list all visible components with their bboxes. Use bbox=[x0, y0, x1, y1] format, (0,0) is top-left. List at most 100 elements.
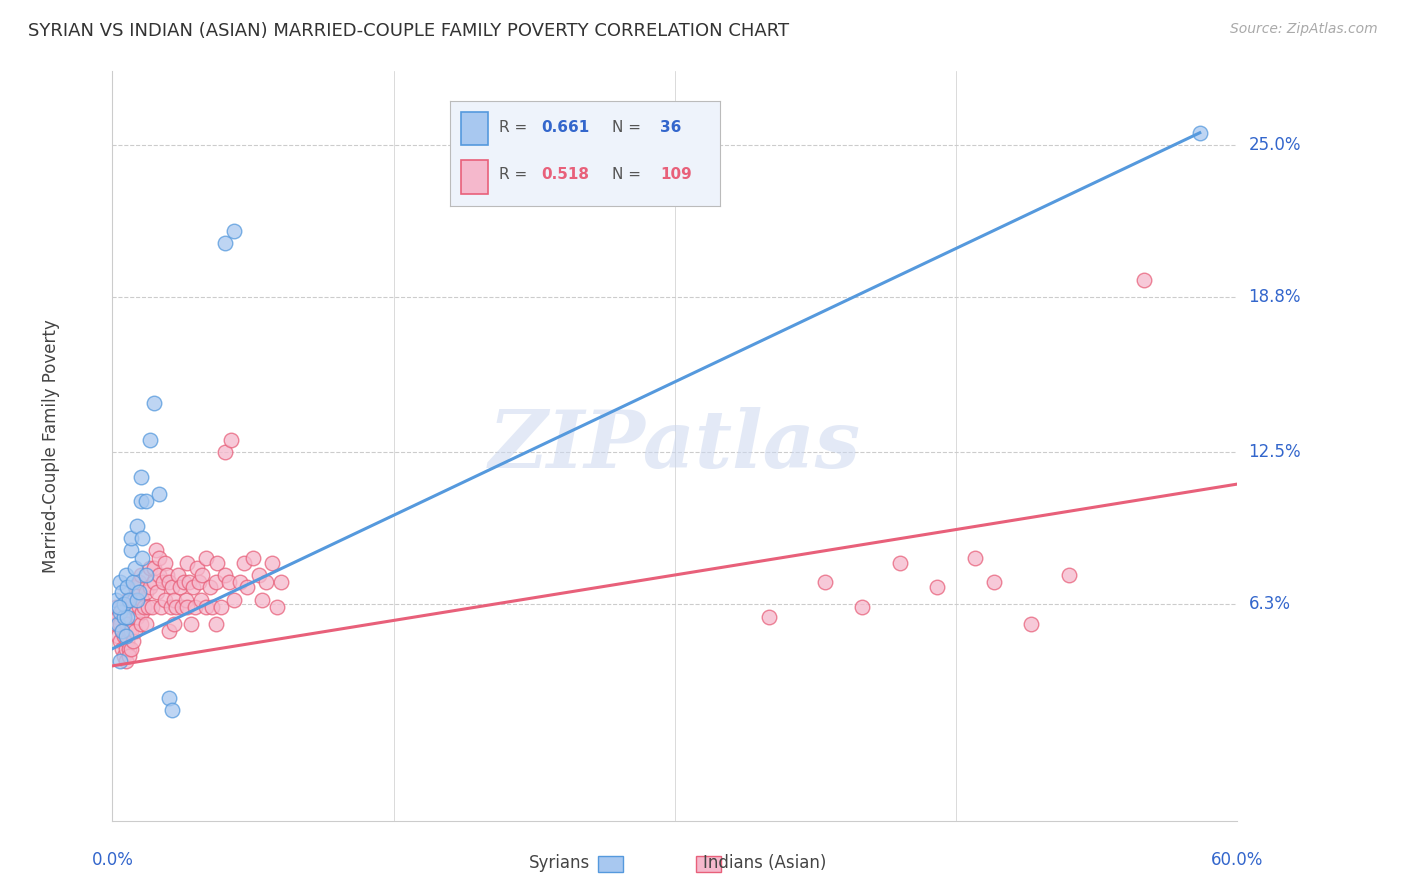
Point bbox=[963, 550, 986, 565]
Point bbox=[108, 605, 131, 619]
Point bbox=[111, 599, 134, 614]
Point bbox=[142, 396, 165, 410]
Point bbox=[851, 599, 873, 614]
Point bbox=[105, 617, 128, 632]
Point bbox=[112, 598, 135, 612]
Point bbox=[114, 568, 136, 582]
Point bbox=[176, 556, 198, 570]
Point bbox=[135, 617, 157, 632]
Point bbox=[117, 580, 139, 594]
Point bbox=[927, 580, 949, 594]
Point bbox=[131, 592, 153, 607]
Point bbox=[105, 609, 128, 624]
Point bbox=[142, 575, 165, 590]
Point bbox=[122, 634, 145, 648]
Point bbox=[111, 624, 134, 639]
Point bbox=[146, 585, 169, 599]
Point bbox=[118, 592, 141, 607]
Point bbox=[118, 624, 141, 639]
Point bbox=[180, 617, 202, 632]
Point bbox=[148, 568, 170, 582]
Point bbox=[1057, 568, 1080, 582]
Point bbox=[889, 556, 911, 570]
Point bbox=[252, 592, 274, 607]
Text: Syrians: Syrians bbox=[529, 855, 591, 872]
Point bbox=[219, 433, 242, 447]
Point bbox=[122, 592, 145, 607]
Point bbox=[128, 599, 150, 614]
Point bbox=[1188, 126, 1211, 140]
Point bbox=[105, 599, 128, 614]
Point bbox=[114, 641, 136, 656]
Point bbox=[128, 575, 150, 590]
Point bbox=[108, 575, 131, 590]
Point bbox=[135, 494, 157, 508]
Point bbox=[758, 609, 780, 624]
Point bbox=[201, 599, 224, 614]
Text: Source: ZipAtlas.com: Source: ZipAtlas.com bbox=[1230, 22, 1378, 37]
Text: 60.0%: 60.0% bbox=[1211, 851, 1264, 869]
Point bbox=[173, 575, 195, 590]
Point bbox=[148, 550, 170, 565]
Point bbox=[187, 575, 209, 590]
Point bbox=[190, 592, 212, 607]
Point bbox=[218, 575, 240, 590]
Point bbox=[114, 654, 136, 668]
Point bbox=[224, 592, 246, 607]
Point bbox=[114, 629, 136, 643]
Point bbox=[125, 580, 148, 594]
Point bbox=[108, 617, 131, 632]
Point bbox=[142, 560, 165, 574]
Point bbox=[209, 599, 232, 614]
Point bbox=[117, 617, 139, 632]
Point bbox=[157, 690, 180, 705]
Point bbox=[174, 592, 197, 607]
Text: 6.3%: 6.3% bbox=[1249, 596, 1291, 614]
Point bbox=[124, 580, 146, 594]
Point bbox=[191, 568, 214, 582]
Point bbox=[198, 580, 221, 594]
Point bbox=[111, 585, 134, 599]
Point bbox=[108, 654, 131, 668]
Point bbox=[148, 487, 170, 501]
Point bbox=[139, 433, 162, 447]
Point bbox=[117, 592, 139, 607]
Point bbox=[111, 641, 134, 656]
Point bbox=[145, 543, 167, 558]
Point bbox=[120, 543, 142, 558]
Point bbox=[153, 592, 176, 607]
Point bbox=[122, 575, 145, 590]
Point bbox=[134, 599, 156, 614]
Point bbox=[156, 568, 179, 582]
Text: 0.0%: 0.0% bbox=[91, 851, 134, 869]
Point bbox=[135, 568, 157, 582]
Point bbox=[242, 550, 264, 565]
Point bbox=[107, 629, 129, 643]
Point bbox=[112, 609, 135, 624]
Point bbox=[112, 629, 135, 643]
Point bbox=[207, 556, 229, 570]
Point bbox=[112, 609, 135, 624]
Point bbox=[214, 236, 236, 251]
Point bbox=[1132, 273, 1154, 287]
Point bbox=[179, 575, 201, 590]
Point bbox=[118, 648, 141, 663]
Point bbox=[195, 599, 218, 614]
Point bbox=[117, 609, 139, 624]
Point bbox=[254, 575, 277, 590]
Point bbox=[141, 599, 163, 614]
Point bbox=[153, 556, 176, 570]
Point bbox=[108, 599, 131, 614]
Point bbox=[120, 599, 142, 614]
Point bbox=[170, 599, 193, 614]
Point bbox=[184, 599, 207, 614]
Point bbox=[107, 617, 129, 632]
Text: SYRIAN VS INDIAN (ASIAN) MARRIED-COUPLE FAMILY POVERTY CORRELATION CHART: SYRIAN VS INDIAN (ASIAN) MARRIED-COUPLE … bbox=[28, 22, 789, 40]
Point bbox=[236, 580, 259, 594]
Point bbox=[129, 568, 152, 582]
Point bbox=[129, 469, 152, 483]
Text: Indians (Asian): Indians (Asian) bbox=[703, 855, 827, 872]
Point bbox=[157, 624, 180, 639]
Point bbox=[107, 609, 129, 624]
Point bbox=[108, 634, 131, 648]
